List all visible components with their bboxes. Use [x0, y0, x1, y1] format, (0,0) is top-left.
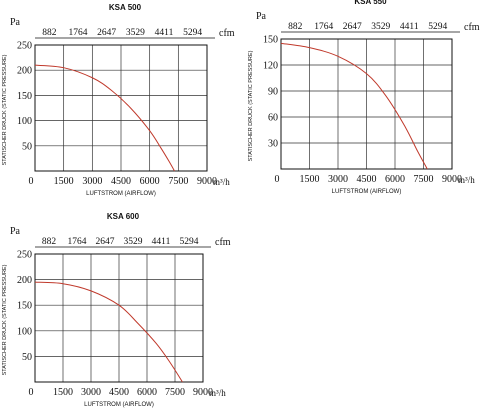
y-tick-label: 30: [268, 139, 278, 150]
x-tick-label: 7500: [165, 387, 185, 398]
x-tick-label: 4500: [357, 174, 377, 185]
x-tick-label: 9000: [197, 176, 217, 187]
performance-curve: [34, 281, 183, 383]
chart-title: KSA 600: [107, 212, 140, 221]
chart-ksa-500: KSA 500 Pa cfm 882 1764 2647 3529 4411 5294 50 100…: [2, 3, 235, 197]
y-tick-label: 100: [17, 326, 32, 337]
y-tick-label: 60: [268, 113, 278, 124]
chart-ksa-600: KSA 600 Pa cfm 882 1764 2647 3529 4411 5294 50 100…: [2, 212, 231, 408]
x-tick-label: 9000: [193, 387, 213, 398]
x-tick-label: 0: [275, 174, 280, 185]
x-tick-label: 6000: [140, 176, 160, 187]
x-tick-label: 7500: [414, 174, 434, 185]
performance-curve: [34, 64, 175, 172]
top-unit-label: cfm: [215, 237, 231, 248]
x-tick-label: 3000: [81, 387, 101, 398]
y-tick-label: 120: [263, 61, 278, 72]
top-tick-label: 3529: [124, 237, 143, 247]
x-tick-label: 4500: [109, 387, 129, 398]
x-axis-label: LUFTSTROM (AIRFLOW): [332, 189, 402, 195]
x-tick-label: 7500: [168, 176, 188, 187]
y-tick-label: 250: [17, 250, 32, 261]
top-tick-label: 2647: [343, 22, 362, 32]
top-tick-label: 1764: [314, 22, 333, 32]
x-tick-label: 3000: [328, 174, 348, 185]
top-tick-label: 3529: [126, 28, 145, 38]
plot-frame: [280, 38, 453, 170]
x-tick-label: 3000: [82, 176, 102, 187]
x-axis-label: LUFTSTROM (AIRFLOW): [86, 191, 156, 197]
x-tick-label: 0: [29, 176, 34, 187]
chart-title: KSA 500: [109, 3, 142, 12]
top-tick-label: 1764: [69, 28, 88, 38]
y-tick-label: 150: [17, 91, 32, 102]
x-tick-label: 1500: [53, 387, 73, 398]
y-tick-label: 200: [17, 66, 32, 77]
plot-frame: [34, 253, 204, 383]
x-unit-label: m³/h: [458, 175, 475, 185]
top-tick-label: 2647: [96, 237, 115, 247]
x-tick-label: 4500: [111, 176, 131, 187]
plot-frame: [34, 44, 208, 172]
top-tick-label: 3529: [371, 22, 390, 32]
x-axis-label: LUFTSTROM (AIRFLOW): [84, 402, 154, 408]
y-tick-label: 150: [263, 35, 278, 46]
y-tick-label: 50: [22, 141, 32, 152]
x-unit-label: m³/h: [213, 177, 230, 187]
x-tick-label: 6000: [137, 387, 157, 398]
top-tick-label: 5294: [183, 28, 202, 38]
x-tick-label: 0: [29, 387, 34, 398]
x-unit-label: m³/h: [209, 388, 226, 398]
y-unit-label: Pa: [10, 17, 21, 28]
top-tick-label: 1764: [68, 237, 87, 247]
top-unit-label: cfm: [219, 28, 235, 39]
chart-title: KSA 550: [354, 0, 387, 6]
top-tick-label: 5294: [180, 237, 199, 247]
top-tick-label: 5294: [428, 22, 447, 32]
top-tick-label: 2647: [97, 28, 116, 38]
x-tick-label: 9000: [442, 174, 462, 185]
x-tick-label: 1500: [300, 174, 320, 185]
top-tick-label: 4411: [400, 22, 419, 32]
top-tick-label: 4411: [152, 237, 171, 247]
top-tick-label: 4411: [155, 28, 174, 38]
x-tick-label: 6000: [385, 174, 405, 185]
y-axis-label: STATISCHER DRUCK (STATIC PRESSURE): [2, 54, 8, 165]
y-tick-label: 150: [17, 301, 32, 312]
top-tick-label: 882: [42, 28, 57, 38]
top-tick-label: 882: [288, 22, 303, 32]
chart-ksa-550: KSA 550 Pa cfm 882 1764 2647 3529 4411 5294 30 60 9…: [248, 0, 480, 195]
x-tick-label: 1500: [54, 176, 74, 187]
performance-curve: [280, 42, 428, 170]
y-unit-label: Pa: [10, 226, 21, 237]
top-tick-label: 882: [42, 237, 57, 247]
y-tick-label: 250: [17, 41, 32, 52]
top-unit-label: cfm: [464, 22, 480, 33]
y-axis-label: STATISCHER DRUCK (STATIC PRESSURE): [248, 50, 254, 161]
y-tick-label: 90: [268, 87, 278, 98]
y-unit-label: Pa: [256, 11, 267, 22]
y-tick-label: 200: [17, 275, 32, 286]
y-tick-label: 50: [22, 352, 32, 363]
y-axis-label: STATISCHER DRUCK (STATIC PRESSURE): [2, 264, 8, 375]
y-tick-label: 100: [17, 116, 32, 127]
